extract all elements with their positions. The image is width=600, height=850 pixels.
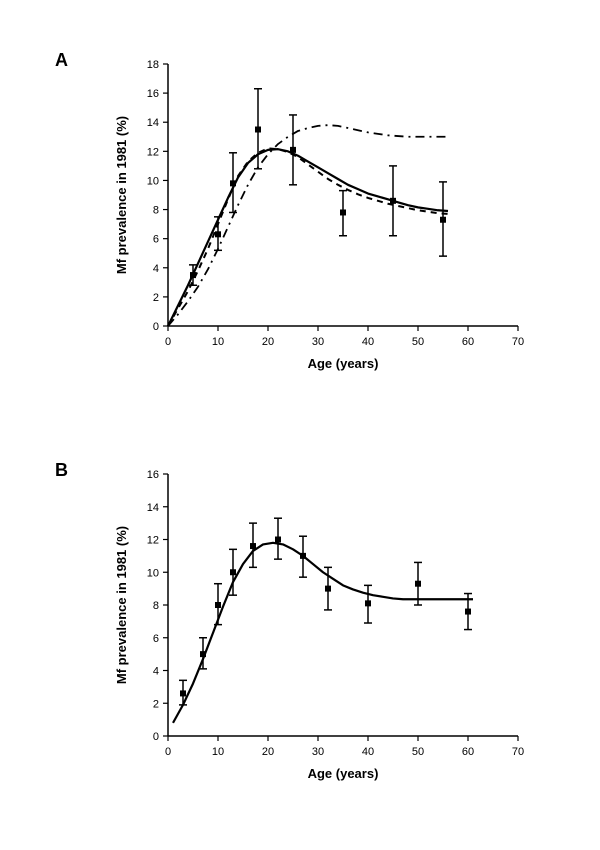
svg-text:8: 8 (153, 600, 159, 612)
chart-a: 0 10 20 30 40 50 60 70 0 2 4 6 8 10 12 14 16 18 Age (years… (110, 50, 530, 380)
svg-text:20: 20 (262, 746, 274, 758)
svg-text:4: 4 (153, 666, 159, 678)
svg-text:12: 12 (147, 535, 159, 547)
svg-text:50: 50 (412, 336, 424, 348)
svg-text:8: 8 (153, 205, 159, 217)
panel-b: 0 10 20 30 40 50 60 70 0 2 4 6 8 10 12 14 16 Age (years) M… (110, 460, 530, 790)
svg-text:18: 18 (147, 59, 159, 71)
svg-text:70: 70 (512, 336, 524, 348)
svg-text:Mf prevalence in 1981 (%): Mf prevalence in 1981 (%) (114, 526, 129, 684)
svg-text:10: 10 (147, 567, 159, 579)
svg-text:50: 50 (412, 746, 424, 758)
svg-text:14: 14 (147, 117, 159, 129)
svg-text:14: 14 (147, 502, 159, 514)
svg-text:40: 40 (362, 336, 374, 348)
svg-text:12: 12 (147, 146, 159, 158)
chart-b: 0 10 20 30 40 50 60 70 0 2 4 6 8 10 12 14 16 Age (years) M… (110, 460, 530, 790)
svg-text:4: 4 (153, 263, 159, 275)
svg-text:0: 0 (153, 731, 159, 743)
svg-text:2: 2 (153, 292, 159, 304)
svg-text:0: 0 (165, 746, 171, 758)
panel-label-a: A (55, 50, 68, 71)
svg-text:6: 6 (153, 633, 159, 645)
svg-text:60: 60 (462, 336, 474, 348)
svg-text:0: 0 (153, 321, 159, 333)
svg-text:16: 16 (147, 469, 159, 481)
svg-text:20: 20 (262, 336, 274, 348)
svg-text:10: 10 (212, 336, 224, 348)
svg-text:0: 0 (165, 336, 171, 348)
svg-text:2: 2 (153, 698, 159, 710)
svg-text:Age (years): Age (years) (308, 766, 379, 781)
svg-text:30: 30 (312, 746, 324, 758)
panel-a: 0 10 20 30 40 50 60 70 0 2 4 6 8 10 12 14 16 18 Age (years… (110, 50, 530, 380)
svg-text:16: 16 (147, 88, 159, 100)
svg-text:40: 40 (362, 746, 374, 758)
svg-text:60: 60 (462, 746, 474, 758)
svg-text:10: 10 (212, 746, 224, 758)
svg-text:10: 10 (147, 175, 159, 187)
svg-text:Age (years): Age (years) (308, 356, 379, 371)
svg-text:70: 70 (512, 746, 524, 758)
panel-label-b: B (55, 460, 68, 481)
svg-text:30: 30 (312, 336, 324, 348)
page: 010203040506070024681012141618Age (years… (0, 0, 600, 850)
svg-text:Mf prevalence in 1981 (%): Mf prevalence in 1981 (%) (114, 116, 129, 274)
svg-text:6: 6 (153, 234, 159, 246)
